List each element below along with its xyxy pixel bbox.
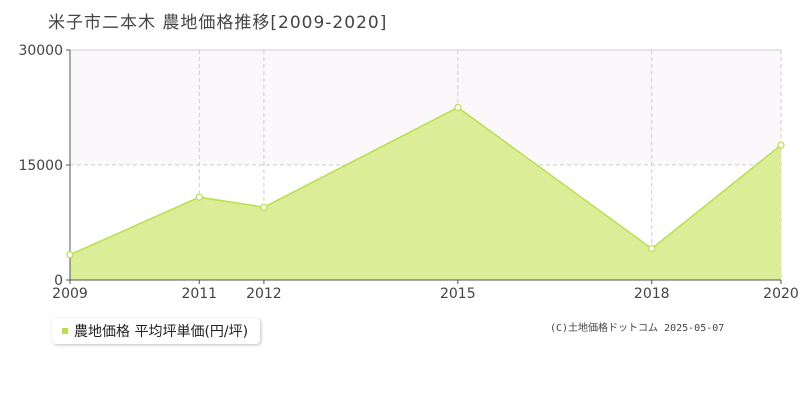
legend-swatch	[62, 328, 68, 334]
data-point-2018	[648, 244, 656, 253]
chart-title: 米子市二本木 農地価格推移[2009-2020]	[48, 13, 388, 33]
data-point-2009	[66, 251, 74, 259]
data-point-2011	[195, 193, 203, 201]
series-area	[70, 107, 781, 280]
y-tick-label-30000: 30000	[18, 43, 63, 59]
data-point-2012	[260, 203, 268, 211]
series-line	[69, 106, 782, 256]
x-tick-label-2012: 2012	[246, 286, 282, 302]
legend: 農地価格 平均坪単価(円/坪)	[52, 318, 261, 344]
data-point-2020	[777, 141, 785, 149]
y-tick-label-15000: 15000	[18, 158, 63, 174]
legend-label: 農地価格 平均坪単価(円/坪)	[74, 324, 249, 340]
copyright-text: (C)土地価格ドットコム 2025-05-07	[550, 323, 725, 334]
x-tick-label-2020: 2020	[763, 286, 799, 302]
x-tick-label-2011: 2011	[181, 286, 217, 302]
data-point-2015	[454, 103, 462, 112]
x-tick-label-2009: 2009	[52, 286, 88, 302]
x-tick-label-2018: 2018	[634, 286, 670, 302]
x-tick-label-2015: 2015	[440, 286, 476, 302]
y-tick-label-0: 0	[54, 273, 63, 289]
